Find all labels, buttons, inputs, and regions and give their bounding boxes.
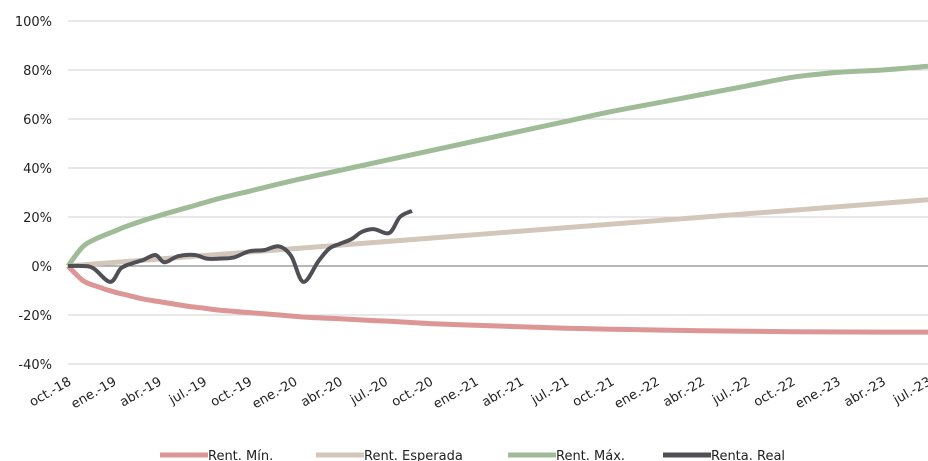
series-lines — [65, 63, 928, 335]
y-tick-label: -40% — [18, 358, 52, 373]
series-line-3 — [65, 63, 928, 268]
x-tick-label: ene.-19 — [69, 374, 119, 412]
x-tick-label: jul.-23 — [890, 374, 928, 408]
y-axis-tick-labels: -40% -20% 0% 20% 40% 60% 80% 100% — [15, 15, 52, 373]
x-tick-label: oct.-19 — [208, 374, 255, 410]
y-tick-label: 0% — [31, 260, 52, 275]
series-line-1 — [66, 264, 928, 335]
legend: Rent. Mín. Rent. Esperada Rent. Máx. Renta.… — [160, 449, 785, 461]
x-tick-label: abr.-22 — [661, 374, 708, 410]
x-tick-label: oct.-21 — [570, 374, 617, 410]
series-line-4 — [67, 209, 413, 284]
legend-label: Rent. Máx. — [556, 449, 625, 461]
y-tick-label: 100% — [15, 15, 52, 30]
x-tick-label: ene.-22 — [612, 374, 662, 412]
x-tick-label: abr.-23 — [842, 374, 889, 410]
legend-label: Renta. Real — [711, 449, 785, 461]
y-tick-label: 20% — [23, 211, 52, 226]
x-tick-label: abr.-19 — [117, 374, 164, 410]
x-tick-label: ene.-23 — [793, 374, 843, 412]
x-tick-label: jul.-20 — [347, 374, 391, 408]
x-tick-label: jul.-21 — [528, 374, 572, 408]
legend-label: Rent. Esperada — [364, 449, 463, 461]
x-tick-label: oct.-18 — [27, 374, 74, 410]
x-tick-label: oct.-22 — [751, 374, 798, 410]
x-tick-label: abr.-21 — [480, 374, 527, 410]
x-tick-label: ene.-20 — [250, 374, 300, 412]
x-tick-label: jul.-22 — [709, 374, 753, 408]
x-tick-label: ene.-21 — [431, 374, 481, 412]
y-gridlines — [68, 20, 928, 365]
x-tick-label: jul.-19 — [166, 374, 210, 408]
legend-label: Rent. Mín. — [208, 449, 273, 461]
x-tick-label: abr.-20 — [298, 374, 345, 410]
y-tick-label: 40% — [23, 162, 52, 177]
x-tick-label: oct.-20 — [389, 374, 436, 410]
y-tick-label: 80% — [23, 64, 52, 79]
y-tick-label: -20% — [18, 309, 52, 324]
series-line-2 — [67, 197, 928, 269]
y-tick-label: 60% — [23, 113, 52, 128]
